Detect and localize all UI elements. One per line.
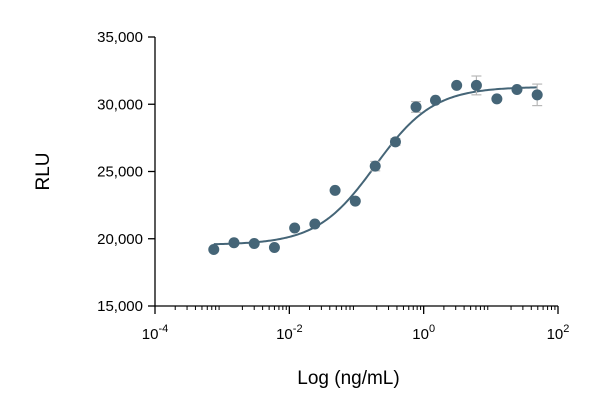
x-tick-exponent: -4: [158, 323, 168, 335]
data-point: [429, 94, 441, 106]
x-tick-base: 10: [547, 326, 564, 343]
data-point: [268, 241, 280, 253]
data-point: [389, 136, 401, 148]
x-tick-label: 10-4: [142, 323, 168, 343]
data-point: [369, 160, 381, 172]
axes: [154, 37, 558, 307]
x-tick-exponent: 0: [429, 323, 435, 335]
x-axis-title: Log (ng/mL): [297, 368, 399, 389]
x-tick-exponent: 2: [563, 323, 569, 335]
x-tick-label: 102: [547, 323, 570, 343]
x-tick-base: 10: [276, 326, 293, 343]
y-tick-label: 35,000: [97, 29, 143, 46]
data-point: [349, 195, 361, 207]
data-point: [491, 93, 503, 105]
data-point: [248, 237, 260, 249]
data-point: [531, 89, 543, 101]
y-tick-label: 15,000: [97, 298, 143, 315]
y-tick-label: 25,000: [97, 164, 143, 181]
data-point: [289, 222, 301, 234]
x-tick-exponent: -2: [293, 323, 303, 335]
x-tick-label: 10-2: [276, 323, 302, 343]
y-axis-title: RLU: [33, 152, 54, 190]
data-point: [329, 184, 341, 196]
data-point: [208, 244, 220, 256]
data-point: [309, 218, 321, 230]
y-tick-label: 30,000: [97, 96, 143, 113]
data-point: [410, 101, 422, 113]
y-tick-label: 20,000: [97, 231, 143, 248]
x-tick-label: 100: [412, 323, 435, 343]
data-point: [511, 83, 523, 95]
data-points: [208, 79, 543, 256]
data-point: [228, 237, 240, 249]
x-tick-base: 10: [412, 326, 429, 343]
x-tick-base: 10: [142, 326, 159, 343]
data-point: [451, 79, 463, 91]
data-point: [470, 79, 482, 91]
